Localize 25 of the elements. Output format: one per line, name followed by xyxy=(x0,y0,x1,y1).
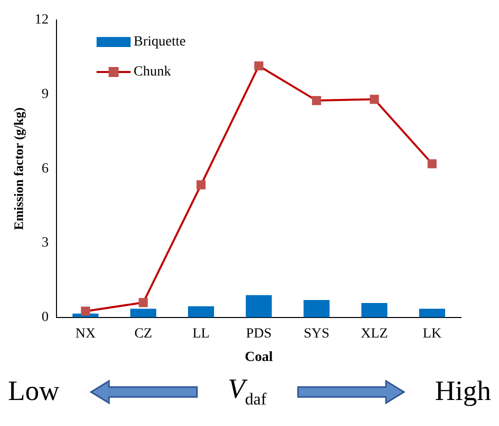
x-tick-label: XLZ xyxy=(360,326,388,342)
y-tick-label: 3 xyxy=(42,236,49,251)
y-tick-label: 9 xyxy=(42,87,49,102)
y-tick-label: 6 xyxy=(42,161,49,176)
x-tick-label: LL xyxy=(192,326,210,342)
x-axis-title: Coal xyxy=(244,350,273,366)
x-tick-label: CZ xyxy=(134,326,152,342)
bar xyxy=(130,308,156,318)
text: Low xyxy=(8,376,60,408)
x-tick-label: PDS xyxy=(246,326,272,342)
y-tick-label: 12 xyxy=(34,12,49,28)
bar xyxy=(361,303,388,318)
y-axis-title: Emission factor (g/kg) xyxy=(11,107,26,230)
bar xyxy=(188,306,214,318)
text: V$_{daf}$ xyxy=(228,374,266,410)
legend-label: Chunk xyxy=(134,64,171,80)
legend-label: Briquette xyxy=(134,34,186,50)
x-tick-label: NX xyxy=(75,326,96,342)
bar xyxy=(246,295,272,318)
bar xyxy=(419,308,446,318)
text: High xyxy=(435,376,491,408)
x-tick-label: LK xyxy=(422,326,442,342)
y-tick-label: 0 xyxy=(42,310,49,326)
x-tick-label: SYS xyxy=(304,326,330,342)
bar xyxy=(304,300,330,318)
